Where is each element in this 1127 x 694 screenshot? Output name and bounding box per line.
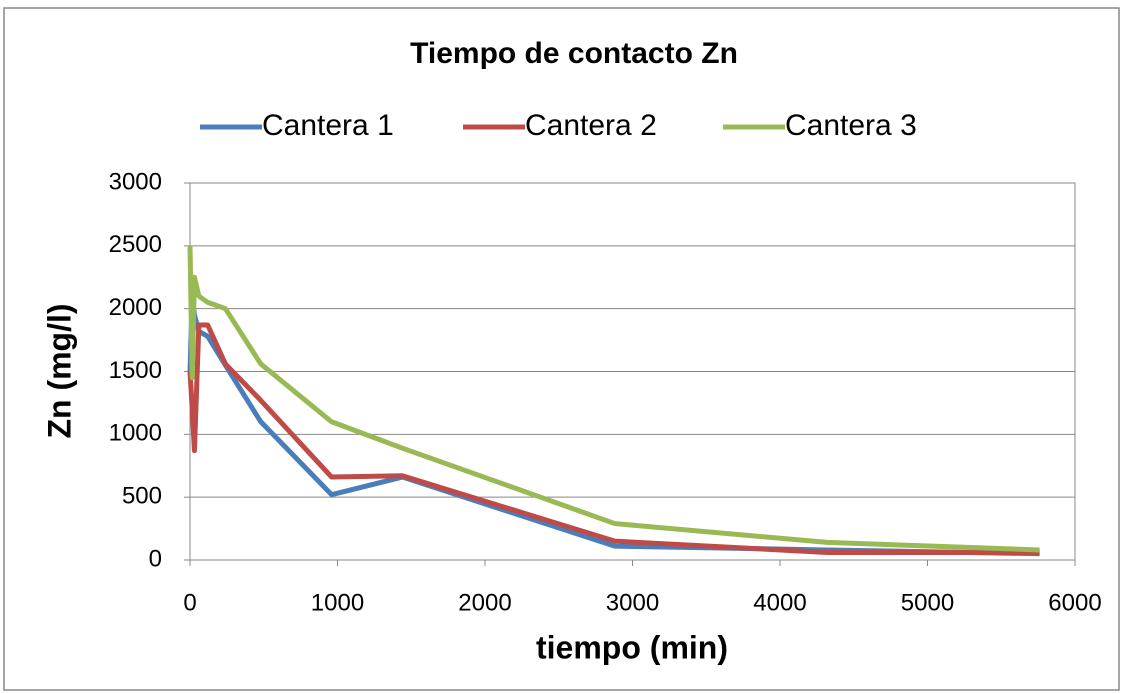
legend-label: Cantera 1 — [262, 109, 394, 142]
x-tick-label: 6000 — [1048, 589, 1101, 616]
x-tick-label: 2000 — [458, 589, 511, 616]
x-tick-label: 5000 — [901, 589, 954, 616]
series-line — [187, 322, 1040, 555]
chart-title: Tiempo de contacto Zn — [410, 37, 738, 70]
y-tick-label: 500 — [122, 483, 162, 510]
x-tick-label: 0 — [183, 589, 196, 616]
y-tick-label: 2500 — [109, 231, 162, 258]
y-axis-title: Zn (mg/l) — [41, 303, 77, 438]
y-tick-label: 1500 — [109, 357, 162, 384]
series-line — [187, 245, 1040, 553]
y-tick-label: 2000 — [109, 294, 162, 321]
x-tick-label: 1000 — [311, 589, 364, 616]
legend-label: Cantera 3 — [785, 109, 917, 142]
y-tick-label: 3000 — [109, 168, 162, 195]
y-tick-label: 0 — [149, 545, 162, 572]
x-tick-label: 4000 — [753, 589, 806, 616]
legend-label: Cantera 2 — [525, 109, 657, 142]
y-tick-label: 1000 — [109, 420, 162, 447]
x-axis-title: tiempo (min) — [536, 629, 728, 665]
x-tick-label: 3000 — [606, 589, 659, 616]
